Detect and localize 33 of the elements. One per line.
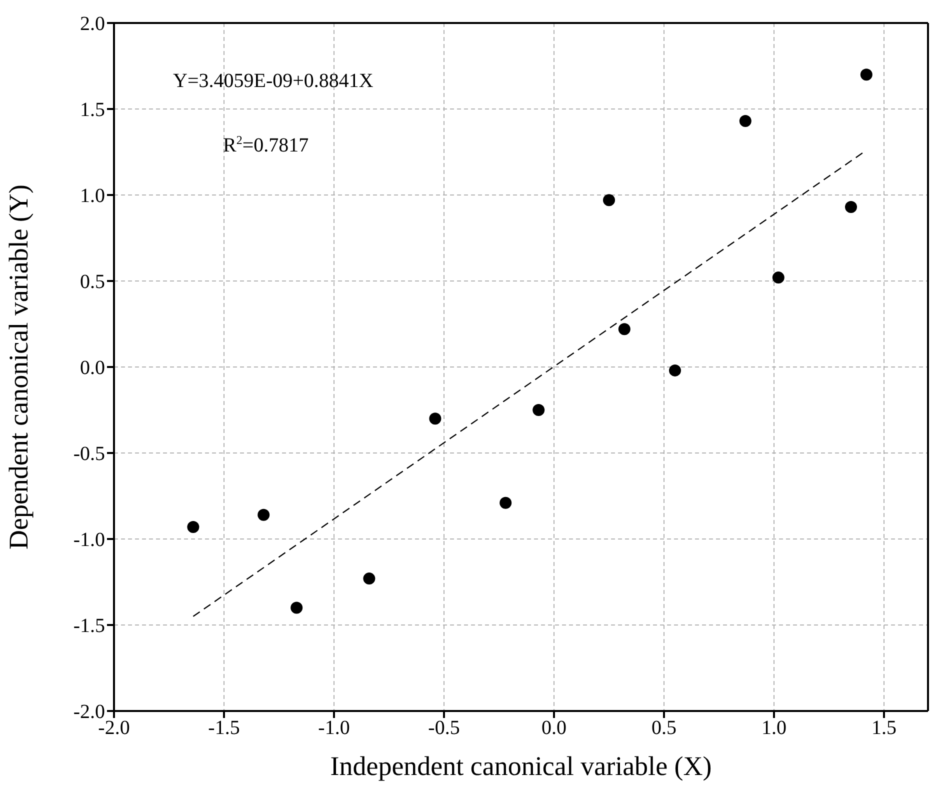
x-tick-label: 1.5 — [872, 717, 896, 740]
annotation: Y=3.4059E-09+0.8841X — [173, 70, 374, 92]
y-tick-label: -1.5 — [73, 615, 105, 638]
point — [258, 508, 270, 521]
point — [187, 520, 200, 533]
point — [618, 323, 630, 336]
point — [603, 194, 615, 206]
point — [739, 115, 752, 128]
x-tick-label: 1.0 — [762, 717, 786, 740]
point — [532, 404, 545, 416]
y-tick-label: 1.0 — [80, 185, 105, 208]
y-axis-title: Dependent canonical variable (Y) — [4, 184, 34, 550]
y-tick-label: 0.5 — [80, 271, 105, 294]
x-tick-label: -0.5 — [428, 717, 460, 740]
y-tick-label: -0.5 — [73, 443, 105, 466]
y-tick-label: 0.0 — [80, 357, 105, 380]
y-tick-label: 1.5 — [80, 99, 105, 122]
x-tick-label: -1.5 — [208, 717, 240, 740]
point — [290, 602, 303, 614]
point — [669, 364, 681, 376]
y-tick-label: -1.0 — [73, 529, 105, 552]
x-tick-label: 0.5 — [652, 717, 676, 740]
point — [429, 412, 442, 425]
point — [363, 572, 376, 585]
point — [860, 68, 872, 81]
x-tick-label: -1.0 — [318, 717, 350, 740]
point — [500, 496, 512, 509]
y-tick-label: 2.0 — [80, 13, 105, 36]
x-axis-title: Independent canonical variable (X) — [330, 751, 712, 781]
point — [772, 272, 784, 284]
point — [845, 201, 857, 214]
annotation: R$^{2}$=0.7817 — [223, 133, 309, 157]
x-tick-label: 0.0 — [542, 717, 566, 740]
